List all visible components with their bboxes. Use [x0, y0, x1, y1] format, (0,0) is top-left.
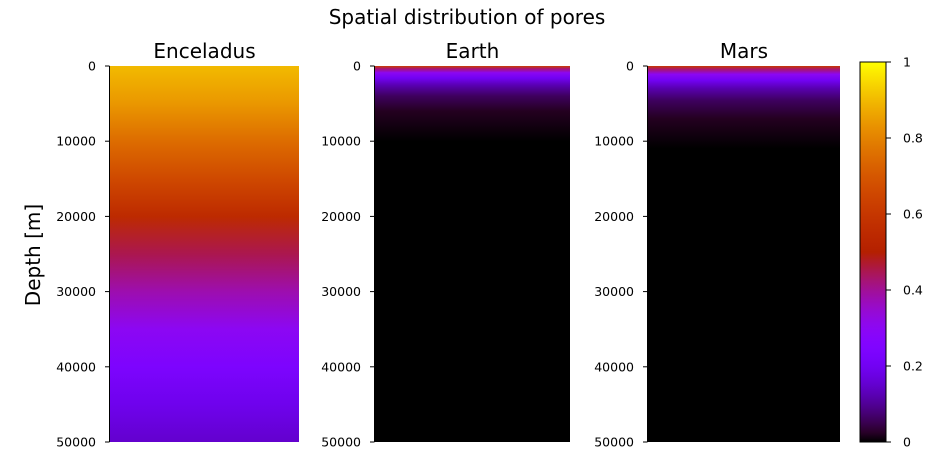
panel-title-earth: Earth	[446, 39, 500, 63]
colorbar-tick-label: 0.6	[903, 207, 923, 222]
colorbar-tick-label: 0	[903, 435, 911, 450]
y-tick-label: 0	[353, 59, 361, 74]
panel-title-enceladus: Enceladus	[153, 39, 255, 63]
colorbar-tick-label: 0.8	[903, 131, 923, 146]
y-tick-label: 40000	[56, 359, 96, 374]
heatmap-enceladus	[110, 66, 299, 442]
y-tick-label: 50000	[56, 435, 96, 450]
panel-mars: Mars 0 10000 20000 30000 40000 50000	[594, 39, 840, 450]
y-tick-label: 40000	[321, 359, 361, 374]
panel-title-mars: Mars	[720, 39, 768, 63]
y-tick-label: 30000	[594, 284, 634, 299]
colorbar-tick-label: 0.4	[903, 283, 923, 298]
y-tick-label: 30000	[56, 284, 96, 299]
y-tick-label: 40000	[594, 359, 634, 374]
colorbar-tick-label: 1	[903, 55, 911, 70]
colorbar-tick-label: 0.2	[903, 359, 923, 374]
colorbar	[859, 61, 887, 443]
y-tick-label: 10000	[56, 134, 96, 149]
y-tick-label: 10000	[321, 134, 361, 149]
y-tick-label: 20000	[321, 209, 361, 224]
y-tick-label: 0	[88, 59, 96, 74]
y-tick-label: 20000	[594, 209, 634, 224]
y-axis-label: Depth [m]	[21, 204, 45, 306]
y-tick-label: 50000	[594, 435, 634, 450]
heatmap-mars	[648, 66, 840, 442]
chart-title: Spatial distribution of pores	[329, 5, 606, 29]
panel-earth: Earth 0 10000 20000 30000 40000 50000	[321, 39, 570, 450]
y-tick-label: 50000	[321, 435, 361, 450]
y-tick-label: 0	[626, 59, 634, 74]
y-tick-label: 30000	[321, 284, 361, 299]
panel-enceladus: Enceladus 0 10000 20000 30000 40000 50000	[56, 39, 299, 450]
y-tick-label: 10000	[594, 134, 634, 149]
y-tick-label: 20000	[56, 209, 96, 224]
heatmap-earth	[375, 66, 570, 442]
